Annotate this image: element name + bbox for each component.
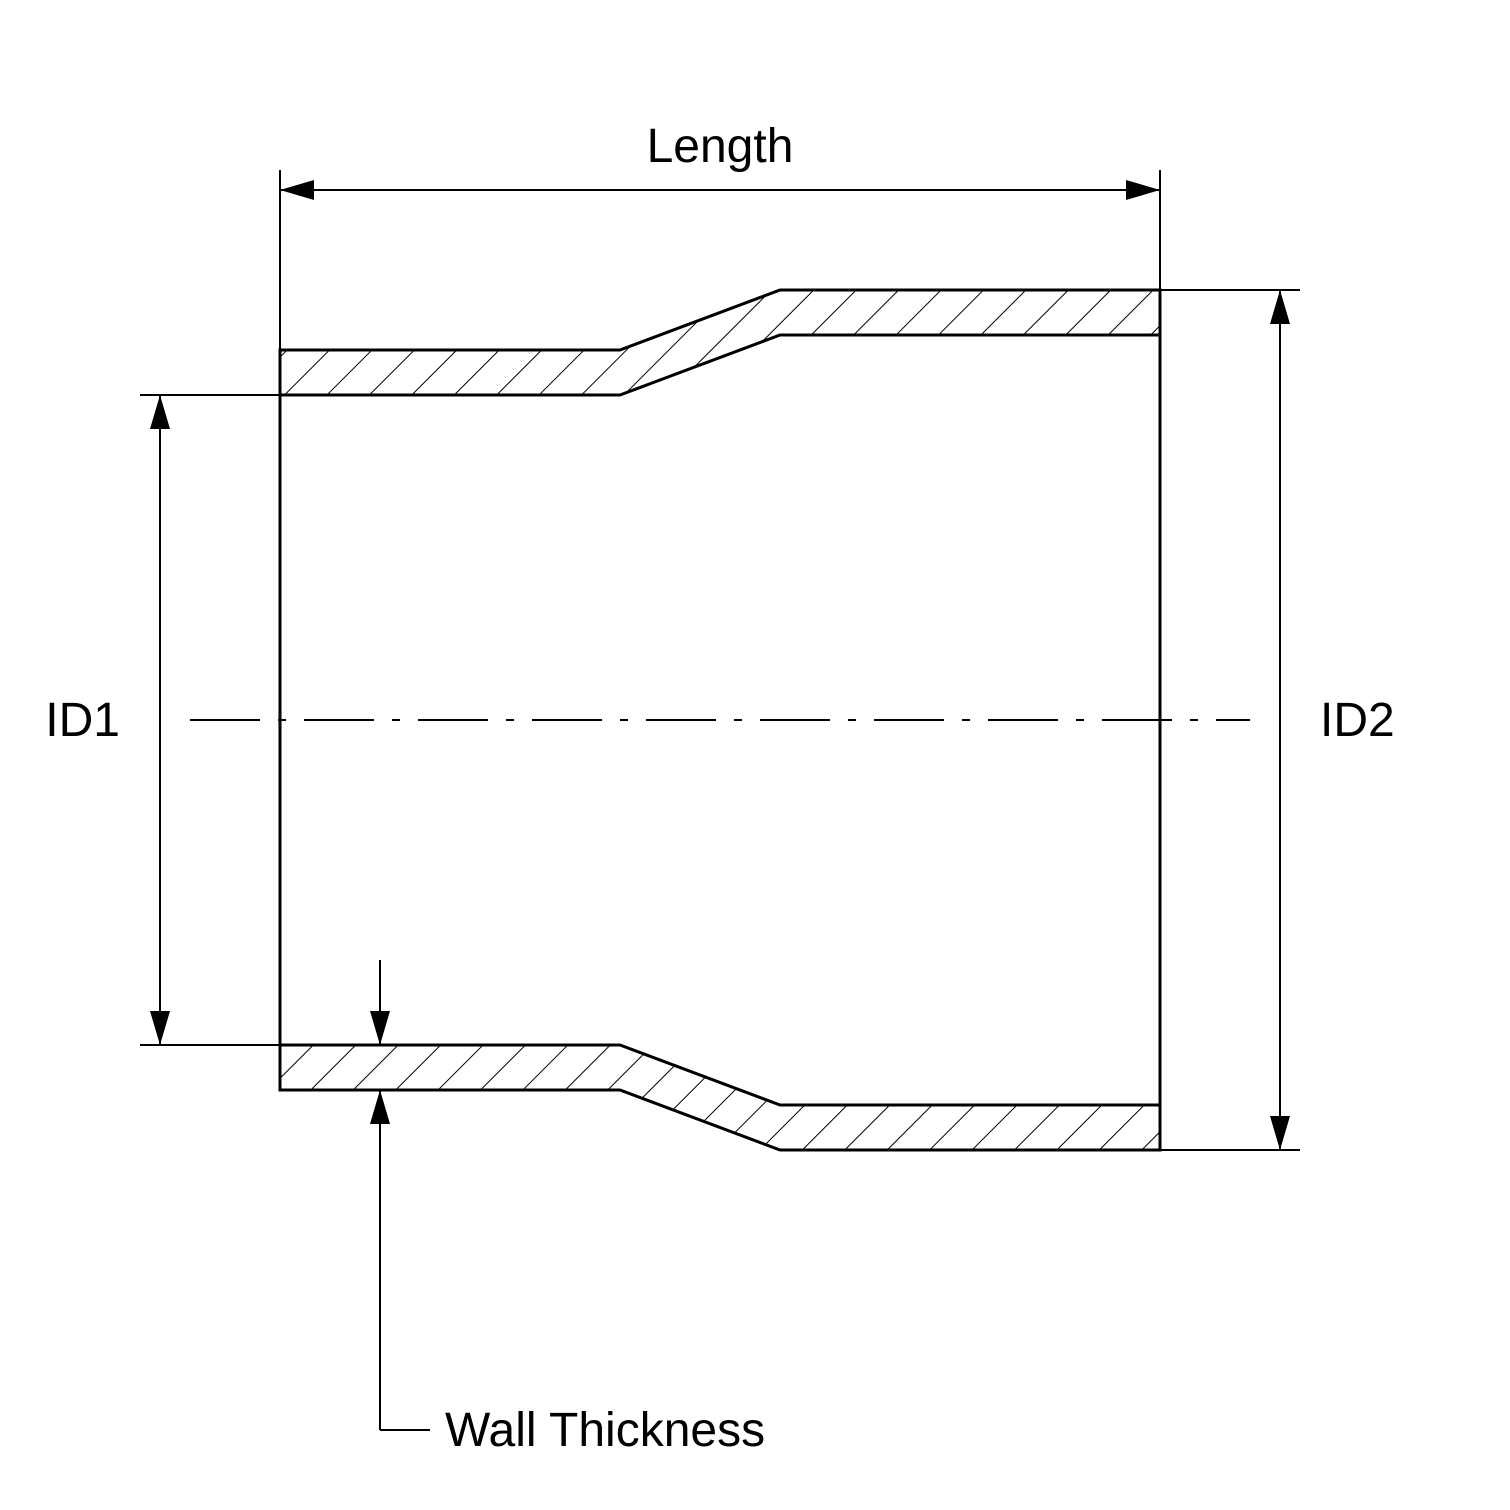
wall-thickness-label: Wall Thickness	[445, 1404, 765, 1457]
top-wall-section	[280, 290, 1160, 395]
id2-label: ID2	[1320, 694, 1395, 747]
id1-label: ID1	[45, 694, 120, 747]
bottom-wall-section	[280, 1045, 1160, 1150]
engineering-drawing: Length ID1 ID2 Wall Thickness	[0, 0, 1510, 1510]
length-label: Length	[647, 120, 794, 173]
